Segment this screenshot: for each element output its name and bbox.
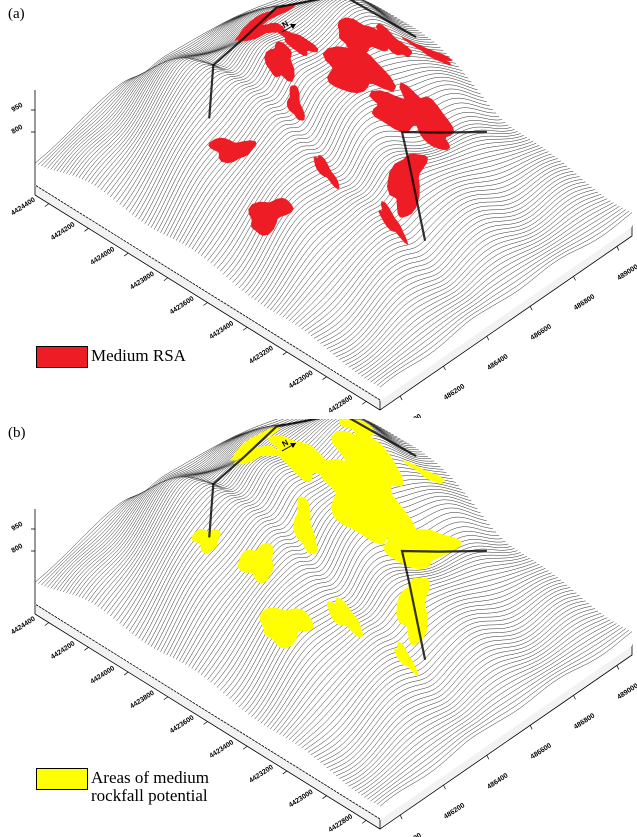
x-tick-label: 489000 [616,263,637,282]
legend-swatch-medium-rsa [36,346,88,368]
y-tick-label: 4424000 [89,665,116,686]
hazard-zone [248,197,294,236]
y-tick-label: 4423200 [248,345,275,366]
hazard-zone [375,517,462,570]
north-arrow: N [281,438,297,452]
legend-line-1: Medium RSA [91,346,186,365]
terrain-3d-map: 950 800 4424400 4424200 4424000 4423800 442360… [10,419,637,837]
y-tick-label: 4424000 [89,246,116,267]
hazard-zone [237,542,274,584]
hazard-zone [402,459,445,485]
x-tick-label: 486600 [529,323,552,342]
legend-swatch-rockfall-potential [36,768,88,790]
z-tick-label: 800 [11,124,25,136]
hazard-zone [259,607,314,649]
hazard-zone [208,137,257,164]
north-arrow: N [281,19,297,33]
y-tick-label: 4422800 [327,813,354,834]
ridge-lines [208,419,488,660]
x-tick-label: 486800 [573,293,596,312]
legend-label: Areas of medium rockfall potential [91,769,209,805]
x-tick-label: 486000 [399,413,422,418]
panel-label: (a) [8,6,25,22]
y-tick-label: 4423400 [208,739,235,760]
hazard-zone [326,597,364,639]
y-tick-label: 4423800 [129,690,156,711]
hazard-zones [191,419,462,677]
y-tick-label: 4424200 [50,640,77,661]
hazard-zone [339,419,375,442]
x-tick-label: 486600 [529,742,552,761]
legend-line-2: rockfall potential [91,786,208,805]
panel-b: (b) 950 800 4424400 4424200 4424000 4423800 44… [0,419,637,837]
hazard-zone [375,23,413,57]
y-tick-label: 4423000 [288,370,315,391]
north-label: N [281,438,291,449]
x-tick-label: 486800 [573,712,596,731]
hazard-zone [264,41,295,82]
x-tick-label: 489000 [616,682,637,701]
hazard-zones [208,4,455,245]
hazard-zone [378,200,409,245]
z-tick-label: 950 [11,102,25,114]
x-tick-label: 486400 [486,772,509,791]
z-tick-label: 950 [11,521,25,533]
y-tick-label: 4422800 [327,394,354,415]
hazard-zone [313,155,340,190]
terrain-wireframe [34,419,633,820]
legend: Medium RSA [36,346,186,368]
terrain-3d-map: 950 800 4424400 4424200 4424000 4423800 442360… [10,0,637,418]
hazard-zone [401,36,453,66]
x-tick-label: 486200 [443,383,466,402]
y-tick-label: 4423600 [169,714,196,735]
y-tick-label: 4424400 [10,197,37,218]
x-tick-label: 486000 [399,832,422,837]
y-tick-label: 4424400 [10,616,37,637]
hazard-zone [337,17,389,55]
x-tick-label: 486400 [486,353,509,372]
hazard-zone [396,577,430,646]
y-tick-label: 4423800 [129,271,156,292]
y-tick-label: 4423400 [208,320,235,341]
panel-a: (a) 950 800 4424400 4424200 4424000 4423800 44… [0,0,637,418]
panel-label: (b) [8,425,26,441]
north-label: N [281,19,291,30]
legend: Areas of medium rockfall potential [36,768,209,805]
z-tick-label: 800 [11,543,25,555]
hazard-zone [393,641,419,677]
y-tick-label: 4424200 [50,221,77,242]
legend-line-1: Areas of medium [91,768,210,787]
hazard-zone [275,28,319,57]
y-tick-label: 4423600 [169,295,196,316]
hazard-zone [293,496,318,555]
y-tick-label: 4423200 [248,764,275,785]
hazard-zone [268,435,333,483]
legend-label: Medium RSA [91,347,186,365]
y-tick-label: 4423000 [288,789,315,810]
hazard-zone [286,85,305,121]
ridge-lines [208,0,488,241]
x-tick-label: 486200 [443,802,466,821]
